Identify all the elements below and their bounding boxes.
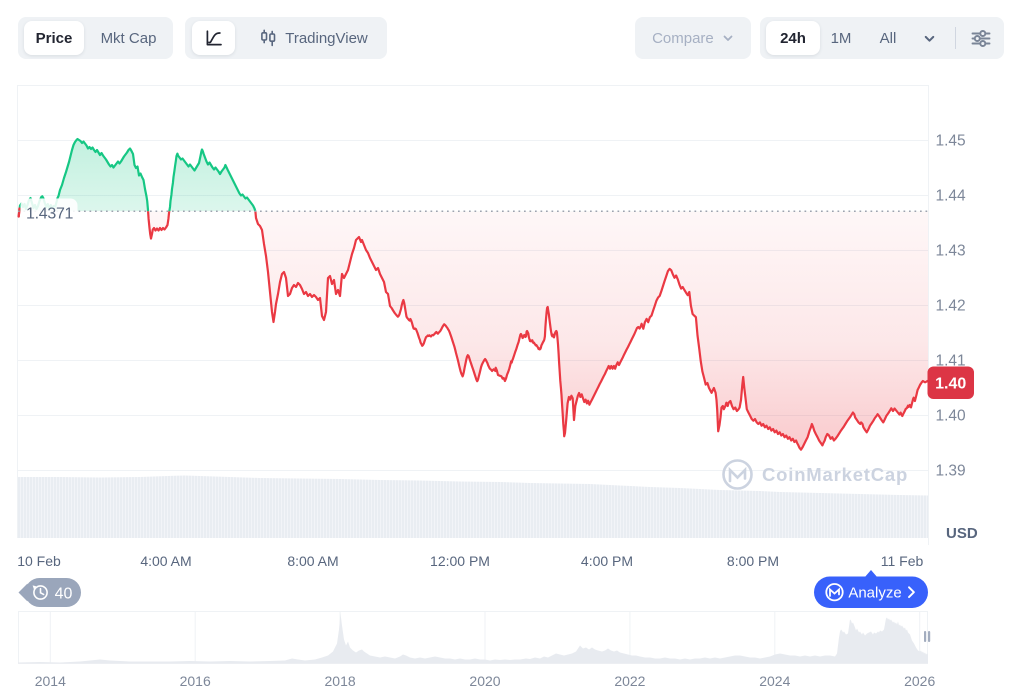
svg-text:1.44: 1.44 xyxy=(936,188,967,205)
svg-text:1.42: 1.42 xyxy=(936,298,966,315)
svg-text:2016: 2016 xyxy=(180,673,211,689)
svg-text:2022: 2022 xyxy=(614,673,645,689)
svg-text:8:00 PM: 8:00 PM xyxy=(727,553,779,569)
svg-text:1.4371: 1.4371 xyxy=(26,206,74,223)
svg-text:1.40: 1.40 xyxy=(936,408,967,425)
svg-text:2020: 2020 xyxy=(469,673,500,689)
svg-text:4:00 PM: 4:00 PM xyxy=(581,553,633,569)
svg-text:1.43: 1.43 xyxy=(936,243,966,260)
svg-text:8:00 AM: 8:00 AM xyxy=(287,553,338,569)
svg-text:CoinMarketCap: CoinMarketCap xyxy=(762,464,908,485)
svg-text:4:00 AM: 4:00 AM xyxy=(140,553,191,569)
svg-text:1.39: 1.39 xyxy=(936,463,966,480)
svg-text:11 Feb: 11 Feb xyxy=(881,553,924,569)
svg-text:1.40: 1.40 xyxy=(935,376,966,393)
svg-text:1.45: 1.45 xyxy=(936,133,966,150)
svg-text:10 Feb: 10 Feb xyxy=(17,553,61,569)
svg-text:40: 40 xyxy=(55,586,73,603)
svg-text:2014: 2014 xyxy=(35,673,66,689)
svg-text:2024: 2024 xyxy=(759,673,790,689)
svg-text:2018: 2018 xyxy=(325,673,356,689)
svg-text:Analyze: Analyze xyxy=(848,585,901,602)
svg-text:1.41: 1.41 xyxy=(936,353,966,370)
svg-text:USD: USD xyxy=(946,525,978,542)
svg-text:12:00 PM: 12:00 PM xyxy=(430,553,490,569)
svg-text:2026: 2026 xyxy=(904,673,935,689)
